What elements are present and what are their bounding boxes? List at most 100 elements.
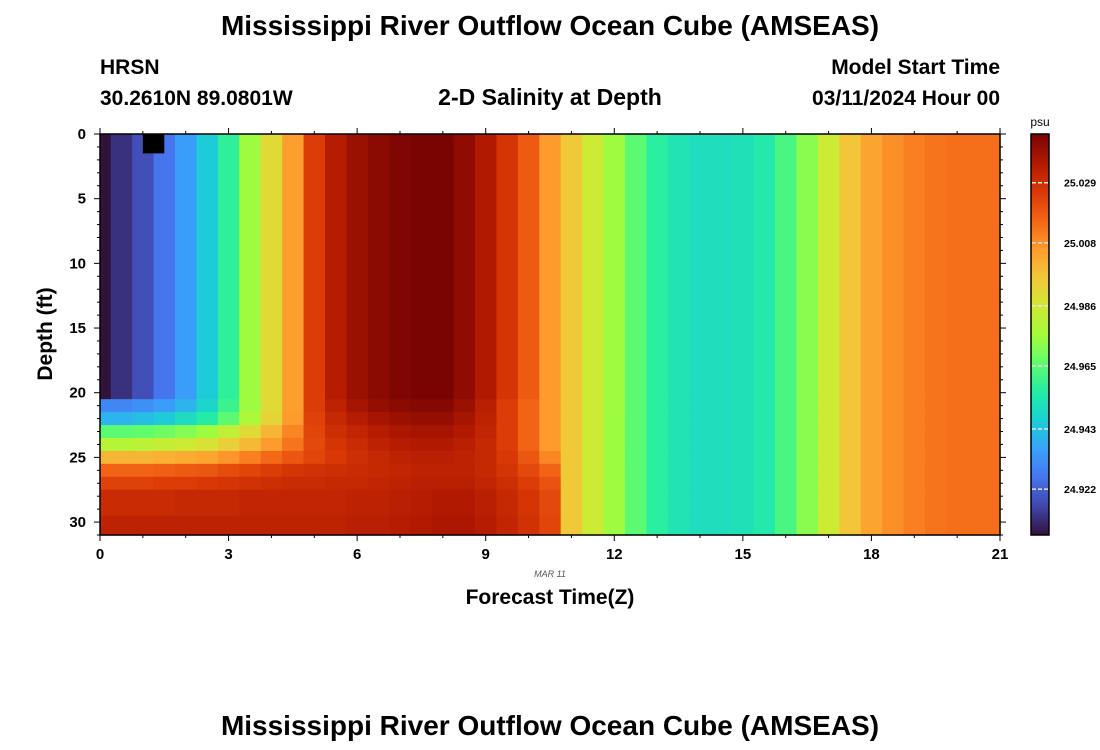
heatmap-cell <box>710 489 733 517</box>
heatmap-cell <box>325 463 348 478</box>
heatmap-cell <box>882 425 905 439</box>
heatmap-cell <box>882 515 905 536</box>
heatmap-cell <box>100 399 112 413</box>
heatmap-cell <box>100 476 112 491</box>
heatmap-cell <box>560 489 583 517</box>
heatmap-cell <box>260 425 283 439</box>
heatmap-cell <box>860 437 883 452</box>
chart-subtitle: 2-D Salinity at Depth <box>438 84 662 110</box>
heatmap-cell <box>796 412 819 426</box>
heatmap-cell <box>839 134 862 400</box>
heatmap-cell <box>967 412 990 426</box>
heatmap-cell <box>903 476 926 491</box>
heatmap-cell <box>860 476 883 491</box>
heatmap-cell <box>132 412 155 426</box>
heatmap-cell <box>196 489 219 517</box>
heatmap-cell <box>667 450 690 465</box>
heatmap-cell <box>475 134 498 400</box>
heatmap-cell <box>582 134 605 400</box>
heatmap-cell <box>346 425 369 439</box>
y-axis: 0 5 10 15 20 25 30 <box>69 126 1006 536</box>
heatmap-cell <box>753 437 776 452</box>
heatmap-cell <box>517 476 540 491</box>
heatmap-cell <box>882 450 905 465</box>
heatmap-cell <box>153 425 176 439</box>
heatmap-cell <box>496 399 519 413</box>
heatmap-cell <box>753 399 776 413</box>
heatmap-cell <box>603 425 626 439</box>
heatmap-cell <box>325 425 348 439</box>
heatmap-cell <box>582 489 605 517</box>
heatmap-cell <box>667 399 690 413</box>
heatmap-cell <box>239 450 262 465</box>
heatmap-cell <box>539 412 562 426</box>
heatmap-cell <box>775 425 798 439</box>
heatmap-cell <box>260 489 283 517</box>
heatmap-cell <box>560 134 583 400</box>
heatmap-cell <box>560 463 583 478</box>
colorbar-tick-label: 24.943 <box>1064 424 1096 436</box>
heatmap-cell <box>989 450 1001 465</box>
heatmap-cell <box>946 515 969 536</box>
heatmap-cell <box>196 515 219 536</box>
heatmap-cell <box>967 437 990 452</box>
heatmap-cell <box>282 134 305 400</box>
heatmap-cell <box>100 412 112 426</box>
heatmap-cell <box>989 463 1001 478</box>
y-tick-label: 25 <box>69 449 86 466</box>
heatmap-cell <box>925 489 948 517</box>
y-axis-label: Depth (ft) <box>34 287 57 380</box>
heatmap-cell <box>153 399 176 413</box>
heatmap-cell <box>196 437 219 452</box>
heatmap-cell <box>282 450 305 465</box>
heatmap-cell <box>432 134 455 400</box>
heatmap-cell <box>100 425 112 439</box>
heatmap-cell <box>796 463 819 478</box>
heatmap-cell <box>710 463 733 478</box>
heatmap-cell <box>817 476 840 491</box>
heatmap-cell <box>346 515 369 536</box>
heatmap-cell <box>689 412 712 426</box>
heatmap-cell <box>625 437 648 452</box>
heatmap-cell <box>560 399 583 413</box>
heatmap-cells <box>100 134 1001 536</box>
heatmap-cell <box>496 463 519 478</box>
heatmap-cell <box>453 425 476 439</box>
heatmap-cell <box>110 450 133 465</box>
heatmap-cell <box>967 425 990 439</box>
heatmap-cell <box>689 437 712 452</box>
heatmap-cell <box>132 463 155 478</box>
heatmap-cell <box>153 463 176 478</box>
heatmap-cell <box>100 463 112 478</box>
heatmap-cell <box>667 437 690 452</box>
heatmap-cell <box>625 463 648 478</box>
heatmap-cell <box>325 515 348 536</box>
heatmap-cell <box>196 450 219 465</box>
heatmap-cell <box>367 134 390 400</box>
heatmap-cell <box>796 399 819 413</box>
heatmap-cell <box>282 437 305 452</box>
heatmap-cell <box>217 437 240 452</box>
heatmap-cell <box>367 399 390 413</box>
heatmap-cell <box>217 489 240 517</box>
heatmap-cell <box>989 425 1001 439</box>
heatmap-cell <box>817 437 840 452</box>
heatmap-cell <box>817 412 840 426</box>
heatmap-cell <box>196 463 219 478</box>
heatmap-cell <box>410 515 433 536</box>
heatmap-cell <box>689 476 712 491</box>
heatmap-cell <box>346 463 369 478</box>
heatmap-cell <box>796 450 819 465</box>
colorbar <box>1030 133 1050 536</box>
heatmap-cell <box>453 437 476 452</box>
heatmap-cell <box>539 425 562 439</box>
heatmap-cell <box>346 412 369 426</box>
heatmap-cell <box>389 476 412 491</box>
heatmap-cell <box>110 134 133 400</box>
heatmap-cell <box>903 515 926 536</box>
heatmap-cell <box>903 450 926 465</box>
heatmap-cell <box>603 399 626 413</box>
heatmap-cell <box>282 412 305 426</box>
heatmap-cell <box>839 437 862 452</box>
heatmap-cell <box>882 399 905 413</box>
